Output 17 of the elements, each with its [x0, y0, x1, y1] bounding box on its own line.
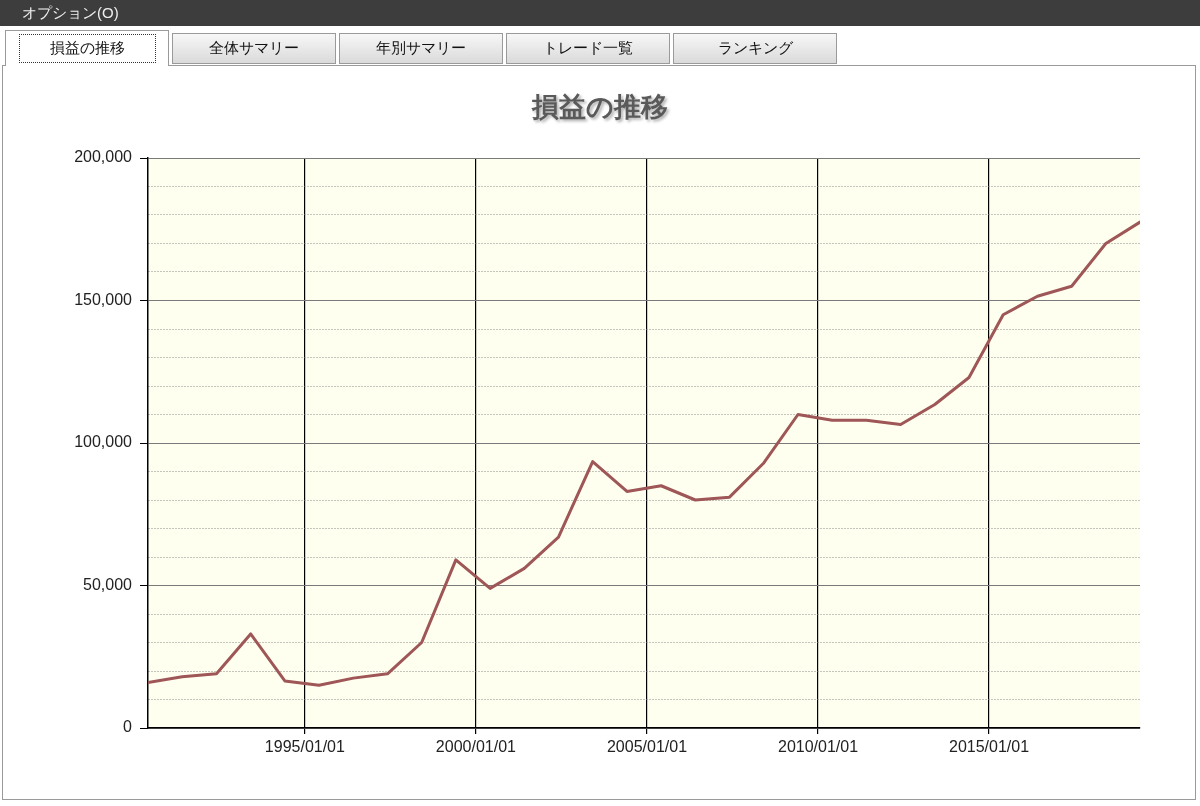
tab: ランキング: [673, 33, 837, 64]
menu-bar: オプション(O): [0, 0, 1200, 26]
tab: 全体サマリー: [172, 33, 336, 64]
x-tick-label: 2015/01/01: [948, 738, 1030, 756]
tab: トレード一覧: [506, 33, 670, 64]
y-tick-label: 200,000: [74, 148, 133, 166]
x-tick-label: 2000/01/01: [435, 738, 517, 756]
y-tick-label: 150,000: [74, 290, 133, 308]
x-tick-label: 2010/01/01: [777, 738, 859, 756]
tab: 損益の推移: [5, 30, 169, 66]
y-tick-label: 100,000: [74, 433, 133, 451]
chart-title: 損益の推移: [532, 92, 668, 122]
y-tick-label: 50,000: [83, 575, 133, 593]
tab: 年別サマリー: [339, 33, 503, 64]
x-tick-label: 1995/01/01: [264, 738, 346, 756]
y-tick-label: 0: [123, 718, 133, 736]
x-tick-label: 2005/01/01: [606, 738, 688, 756]
